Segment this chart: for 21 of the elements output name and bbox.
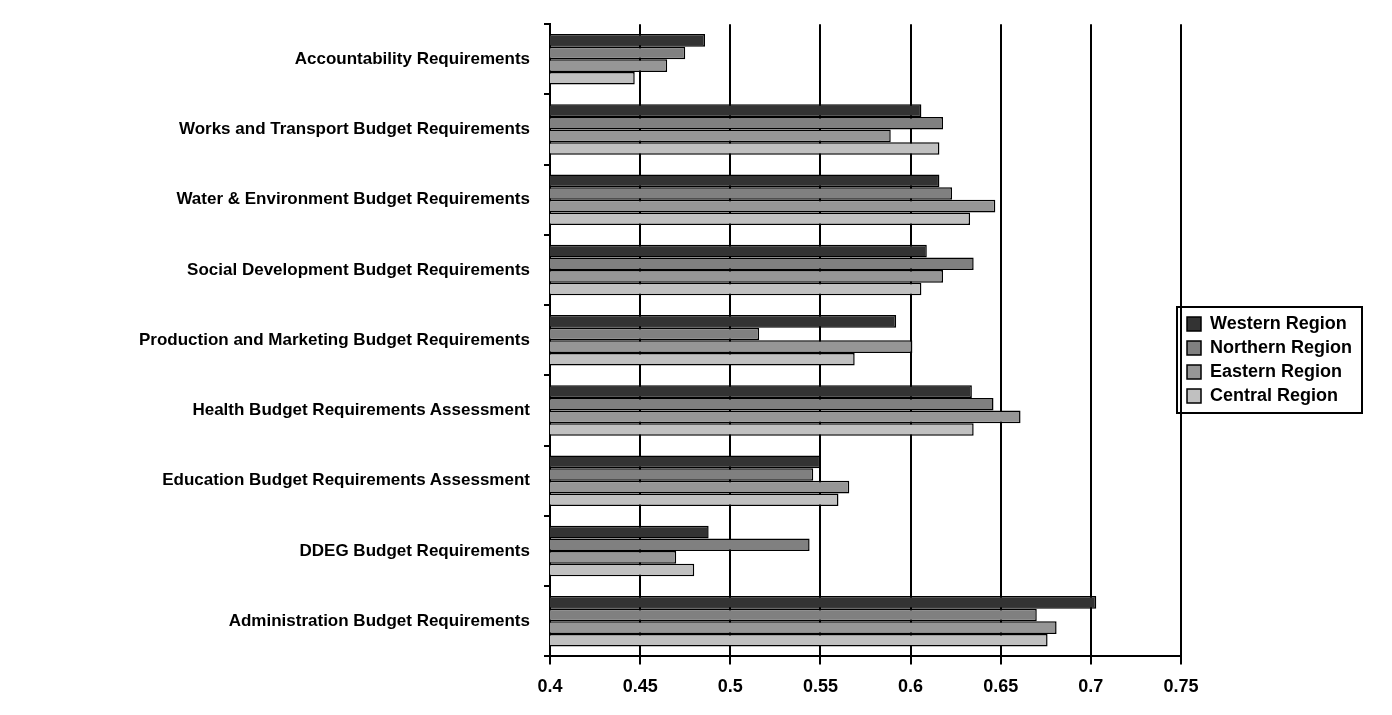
y-tick-label: DDEG Budget Requirements: [299, 540, 530, 560]
y-tick-label: Social Development Budget Requirements: [187, 259, 530, 279]
legend-label: Central Region: [1210, 384, 1339, 405]
x-tick-label: 0.45: [622, 676, 658, 697]
x-tick-label: 0.55: [802, 676, 838, 697]
y-tick-label: Accountability Requirements: [294, 49, 530, 69]
x-tick-label: 0.4: [537, 676, 563, 697]
x-tick-label: 0.75: [1163, 676, 1199, 697]
legend-label: Western Region: [1210, 312, 1347, 333]
y-tick-label: Administration Budget Requirements: [228, 610, 530, 630]
y-tick-label: Works and Transport Budget Requirements: [178, 119, 530, 139]
x-tick-label: 0.7: [1078, 676, 1104, 697]
x-tick-label: 0.5: [717, 676, 743, 697]
legend-label: Eastern Region: [1210, 360, 1343, 381]
x-tick-label: 0.6: [898, 676, 924, 697]
y-tick-label: Education Budget Requirements Assessment: [162, 470, 531, 490]
y-tick-label: Production and Marketing Budget Requirements: [138, 329, 530, 349]
x-tick-label: 0.65: [983, 676, 1019, 697]
legend-label: Northern Region: [1210, 336, 1352, 357]
y-tick-label: Water & Environment Budget Requirements: [176, 189, 530, 209]
y-tick-label: Health Budget Requirements Assessment: [192, 400, 531, 420]
